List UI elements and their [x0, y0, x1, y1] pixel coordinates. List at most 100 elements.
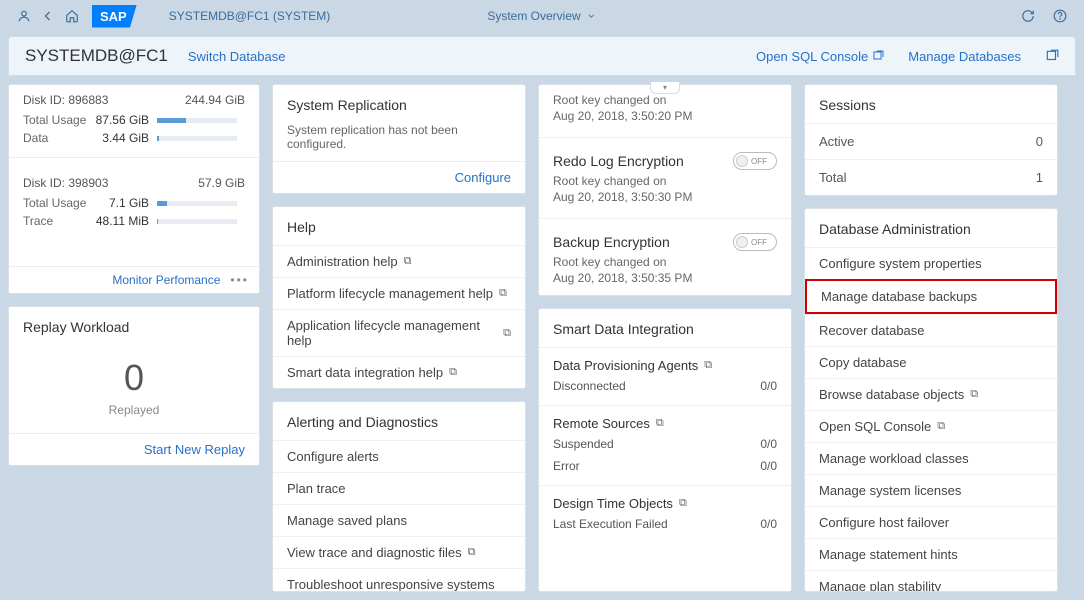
admin-item[interactable]: Browse database objects⧉ — [805, 378, 1057, 410]
sysrep-sub: System replication has not been configur… — [273, 123, 525, 161]
replay-title: Replay Workload — [9, 307, 259, 345]
open-sql-console-link[interactable]: Open SQL Console — [756, 49, 884, 64]
admin-item[interactable]: Configure host failover — [805, 506, 1057, 538]
lef-label: Last Execution Failed — [553, 517, 668, 531]
top-menu-bar: SAP SYSTEMDB@FC1 (SYSTEM) System Overvie… — [0, 0, 1084, 32]
admin-item[interactable]: Manage plan stability — [805, 570, 1057, 592]
disk-size-2: 57.9 GiB — [198, 176, 245, 190]
dto-label[interactable]: Design Time Objects — [553, 496, 673, 511]
data-bar — [157, 136, 237, 141]
switch-database-link[interactable]: Switch Database — [188, 49, 286, 64]
error-label: Error — [553, 459, 580, 473]
db-connection-label: SYSTEMDB@FC1 (SYSTEM) — [169, 9, 331, 23]
start-new-replay-link[interactable]: Start New Replay — [9, 433, 259, 465]
total-value: 1 — [1036, 170, 1043, 185]
redo-title: Redo Log Encryption — [553, 153, 684, 169]
active-label: Active — [819, 134, 854, 149]
active-value: 0 — [1036, 134, 1043, 149]
help-item[interactable]: Administration help⧉ — [273, 245, 525, 277]
monitor-performance-link[interactable]: Monitor Perfomance — [112, 273, 220, 287]
error-value: 0/0 — [760, 459, 777, 473]
admin-item[interactable]: Recover database — [805, 314, 1057, 346]
refresh-icon[interactable] — [1016, 4, 1040, 28]
admin-item-manage-backups[interactable]: Manage database backups — [805, 279, 1057, 314]
usage-value: 87.56 GiB — [89, 113, 149, 127]
sysrep-title: System Replication — [273, 85, 525, 123]
external-icon: ⧉ — [970, 388, 978, 401]
external-icon: ⧉ — [503, 327, 511, 340]
system-replication-card: System Replication System replication ha… — [272, 84, 526, 194]
admin-item[interactable]: Manage system licenses — [805, 474, 1057, 506]
help-title: Help — [273, 207, 525, 245]
help-card: Help Administration help⧉ Platform lifec… — [272, 206, 526, 389]
help-item[interactable]: Application lifecycle management help⧉ — [273, 309, 525, 356]
sap-logo: SAP — [92, 5, 137, 28]
page-title-dropdown[interactable]: System Overview — [487, 9, 596, 23]
backup-toggle[interactable]: OFF — [733, 233, 777, 251]
home-icon[interactable] — [60, 4, 84, 28]
data-label: Data — [23, 131, 89, 145]
manage-databases-link[interactable]: Manage Databases — [908, 49, 1021, 64]
alert-item[interactable]: Plan trace — [273, 472, 525, 504]
external-link-icon[interactable] — [1045, 49, 1059, 64]
backup-date: Aug 20, 2018, 3:50:35 PM — [539, 271, 791, 295]
disk-id-2: Disk ID: 398903 — [23, 176, 108, 190]
usage-bar — [157, 118, 237, 123]
admin-item[interactable]: Copy database — [805, 346, 1057, 378]
back-icon[interactable] — [36, 4, 60, 28]
root-key-date: Aug 20, 2018, 3:50:20 PM — [539, 109, 791, 133]
replay-count: 0 — [9, 345, 259, 403]
disconnected-label: Disconnected — [553, 379, 626, 393]
alerting-title: Alerting and Diagnostics — [273, 402, 525, 440]
more-icon[interactable]: ••• — [230, 273, 249, 287]
redo-date: Aug 20, 2018, 3:50:30 PM — [539, 190, 791, 214]
suspended-value: 0/0 — [760, 437, 777, 451]
main-content: Disk ID: 896883 244.94 GiB Total Usage 8… — [0, 76, 1084, 600]
help-item[interactable]: Smart data integration help⧉ — [273, 356, 525, 388]
external-icon: ⧉ — [404, 255, 412, 268]
sessions-card: Sessions Active 0 Total 1 — [804, 84, 1058, 196]
lef-value: 0/0 — [760, 517, 777, 531]
redo-toggle[interactable]: OFF — [733, 152, 777, 170]
backup-title: Backup Encryption — [553, 234, 670, 250]
user-icon[interactable] — [12, 4, 36, 28]
admin-item[interactable]: Open SQL Console⧉ — [805, 410, 1057, 442]
configure-link[interactable]: Configure — [273, 161, 525, 193]
usage-bar-2 — [157, 201, 237, 206]
admin-title: Database Administration — [805, 209, 1057, 247]
sessions-title: Sessions — [805, 85, 1057, 123]
alert-item[interactable]: View trace and diagnostic files⧉ — [273, 536, 525, 568]
replay-workload-card: Replay Workload 0 Replayed Start New Rep… — [8, 306, 260, 466]
header-bar: SYSTEMDB@FC1 Switch Database Open SQL Co… — [8, 36, 1076, 76]
page-title: System Overview — [487, 9, 580, 23]
disk-size-1: 244.94 GiB — [185, 93, 245, 107]
usage-value-2: 7.1 GiB — [89, 196, 149, 210]
trace-bar — [157, 219, 237, 224]
suspended-label: Suspended — [553, 437, 614, 451]
admin-item[interactable]: Manage statement hints — [805, 538, 1057, 570]
external-icon: ⧉ — [704, 359, 712, 372]
external-icon: ⧉ — [468, 546, 476, 559]
alert-item[interactable]: Manage saved plans — [273, 504, 525, 536]
disk-usage-card: Disk ID: 896883 244.94 GiB Total Usage 8… — [8, 84, 260, 294]
redo-sub: Root key changed on — [539, 172, 791, 190]
help-item[interactable]: Platform lifecycle management help⧉ — [273, 277, 525, 309]
alert-item[interactable]: Configure alerts — [273, 440, 525, 472]
data-value: 3.44 GiB — [89, 131, 149, 145]
admin-item[interactable]: Manage workload classes — [805, 442, 1057, 474]
trace-label: Trace — [23, 214, 89, 228]
alert-item[interactable]: Troubleshoot unresponsive systems — [273, 568, 525, 592]
external-icon: ⧉ — [656, 417, 664, 430]
external-icon: ⧉ — [449, 366, 457, 379]
usage-label-2: Total Usage — [23, 196, 89, 210]
expand-chevron-icon[interactable]: ▾ — [650, 82, 680, 94]
dpa-label[interactable]: Data Provisioning Agents — [553, 358, 698, 373]
help-icon[interactable] — [1048, 4, 1072, 28]
total-label: Total — [819, 170, 846, 185]
db-title: SYSTEMDB@FC1 — [25, 46, 168, 66]
replay-sub: Replayed — [9, 403, 259, 433]
smart-data-integration-card: Smart Data Integration Data Provisioning… — [538, 308, 792, 592]
usage-label: Total Usage — [23, 113, 89, 127]
remote-label[interactable]: Remote Sources — [553, 416, 650, 431]
admin-item[interactable]: Configure system properties — [805, 247, 1057, 279]
